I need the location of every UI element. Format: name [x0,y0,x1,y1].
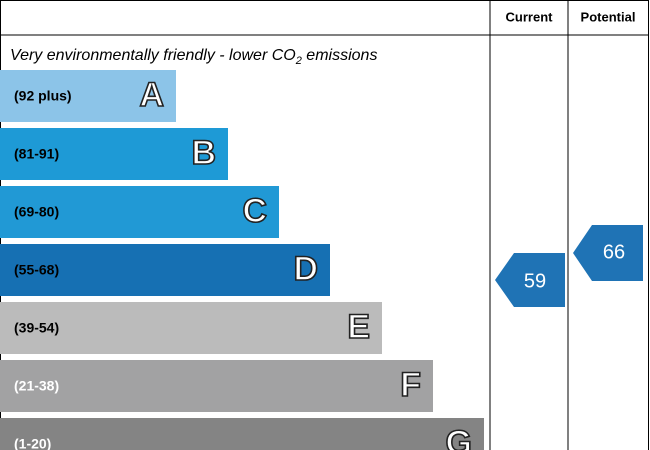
band-bar [0,70,176,122]
band-bar [0,128,228,180]
band-letter: F [400,366,421,404]
band-range: (81-91) [14,146,59,162]
potential-header: Potential [581,9,636,24]
band-bar [0,186,279,238]
band-bar [0,302,382,354]
caption-subscript: 2 [295,55,302,67]
bands: (92 plus) A (81-91) B (69-80) C (55-68) D (39-54… [0,70,484,450]
band-letter: D [293,250,318,288]
current-indicator: 59 [495,253,565,307]
caption-suffix: emissions [302,47,378,64]
band-letter: A [139,76,164,114]
band-letter: B [191,134,216,172]
band-range: (39-54) [14,320,59,336]
band-bar [0,360,433,412]
band-range: (92 plus) [14,88,72,104]
band-bar [0,244,330,296]
caption-text: Very environmentally friendly - lower CO [10,47,296,64]
current-value: 59 [524,270,546,292]
band-letter: G [446,424,472,450]
band-range: (1-20) [14,436,51,450]
band-range: (21-38) [14,378,59,394]
potential-value: 66 [603,241,625,263]
caption: Very environmentally friendly - lower CO… [10,47,377,67]
band-range: (55-68) [14,262,59,278]
band-range: (69-80) [14,204,59,220]
potential-indicator: 66 [573,225,643,281]
band-bar [0,418,484,450]
current-header: Current [506,9,554,24]
band-letter: C [242,192,267,230]
band-letter: E [347,308,370,346]
potential-arrow [573,225,643,281]
current-arrow [495,253,565,307]
